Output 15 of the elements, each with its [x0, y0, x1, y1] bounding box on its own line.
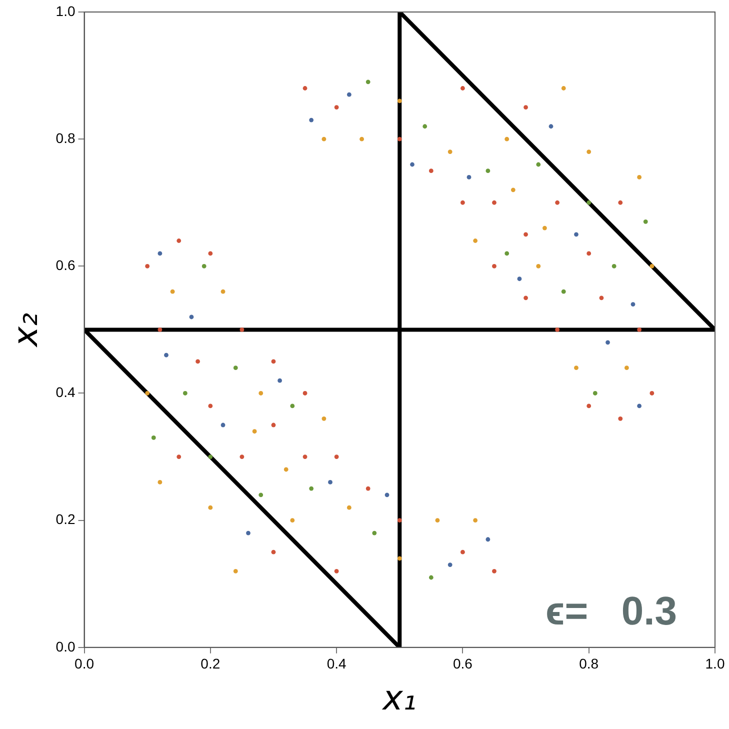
x-tick-label: 1.0 — [705, 656, 725, 672]
y-tick-label: 0.0 — [56, 638, 76, 654]
x-axis-title: x₁ — [382, 678, 417, 718]
y-tick-label: 0.6 — [56, 257, 76, 274]
y-axis-title: x₂ — [6, 312, 46, 348]
y-tick-label: 0.4 — [56, 384, 76, 400]
x-tick-label: 0.2 — [200, 656, 220, 672]
x-tick-label: 0.0 — [74, 656, 94, 672]
y-tick-label: 0.8 — [56, 130, 76, 146]
annotation: ϵ= 0.3 — [546, 589, 677, 634]
x-tick-label: 0.8 — [579, 656, 599, 672]
x-tick-label: 0.4 — [326, 656, 346, 672]
x-tick-label: 0.6 — [452, 656, 473, 672]
y-tick-label: 1.0 — [56, 2, 76, 19]
y-tick-label: 0.2 — [56, 511, 76, 528]
